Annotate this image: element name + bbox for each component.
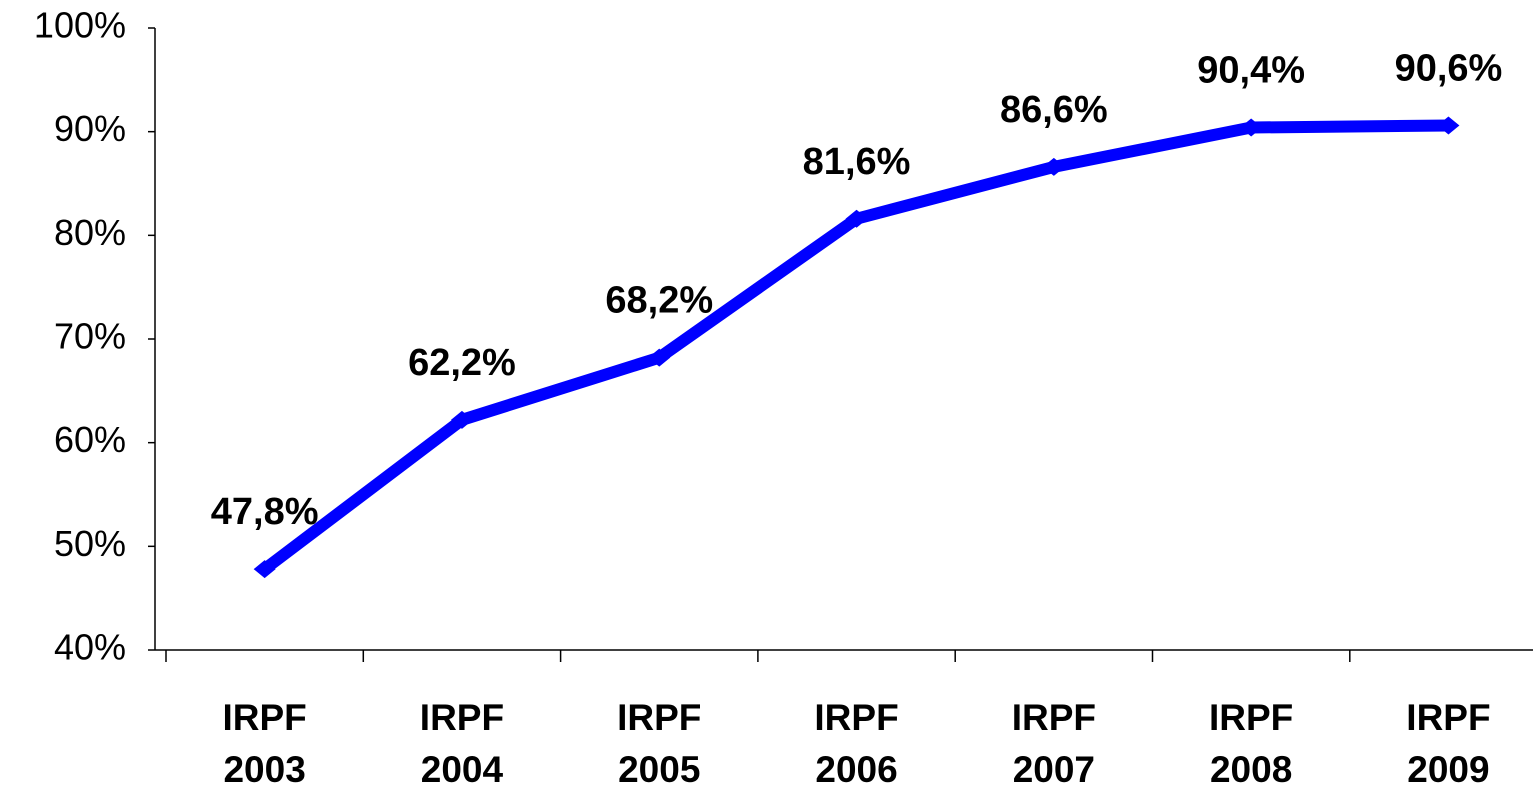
marker	[1042, 157, 1065, 176]
x-tick-label: IRPF 2005	[617, 697, 702, 787]
marker	[1437, 116, 1460, 135]
data-label: 47,8%	[211, 491, 319, 533]
y-tick-label: 100%	[34, 5, 126, 46]
data-label: 90,4%	[1197, 50, 1305, 92]
x-tick-label: IRPF 2007	[1011, 697, 1096, 787]
data-label: 86,6%	[1000, 89, 1108, 131]
marker	[1240, 118, 1263, 137]
data-label: 81,6%	[803, 141, 911, 183]
marker	[845, 209, 868, 228]
y-tick-label: 50%	[54, 523, 126, 564]
y-tick-label: 70%	[54, 316, 126, 357]
data-label: 90,6%	[1395, 47, 1503, 89]
x-tick-label: IRPF 2003	[222, 697, 307, 787]
x-tick-label: IRPF 2009	[1406, 697, 1491, 787]
x-tick-label: IRPF 2006	[814, 697, 899, 787]
x-tick-label: IRPF 2004	[419, 697, 505, 787]
x-tick-label: IRPF 2008	[1209, 697, 1294, 787]
y-tick-label: 40%	[54, 627, 126, 668]
marker	[648, 348, 671, 367]
data-label: 68,2%	[605, 280, 713, 322]
y-tick-label: 90%	[54, 108, 126, 149]
y-tick-label: 60%	[54, 419, 126, 460]
data-label: 62,2%	[408, 342, 516, 384]
y-tick-label: 80%	[54, 212, 126, 253]
marker	[253, 560, 276, 579]
marker	[450, 410, 473, 429]
